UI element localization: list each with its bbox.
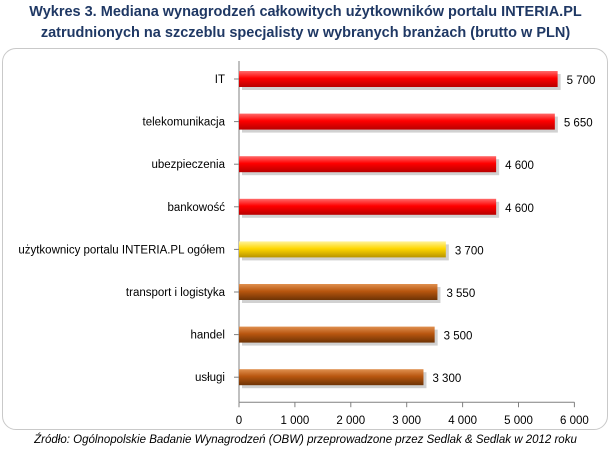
x-tick-label: 0 bbox=[236, 415, 242, 427]
chart-title-line-1: Wykres 3. Mediana wynagrodzeń całkowityc… bbox=[29, 4, 582, 20]
category-label: handel bbox=[190, 330, 225, 342]
category-label: usługi bbox=[195, 372, 225, 384]
x-tick-label: 3 000 bbox=[392, 415, 421, 427]
chart-title: Wykres 3. Mediana wynagrodzeń całkowityc… bbox=[0, 2, 611, 44]
bar bbox=[239, 198, 497, 215]
category-label: IT bbox=[215, 74, 225, 86]
value-label: 3 500 bbox=[444, 331, 473, 343]
value-label: 4 600 bbox=[505, 160, 534, 172]
source-note: Źródło: Ogólnopolskie Badanie Wynagrodze… bbox=[34, 434, 577, 446]
value-label: 3 700 bbox=[455, 245, 484, 257]
chart-title-line-2: zatrudnionych na szczeblu specjalisty w … bbox=[40, 25, 571, 41]
x-tick-label: 4 000 bbox=[448, 415, 477, 427]
category-label: bankowość bbox=[167, 202, 225, 214]
bar bbox=[239, 156, 497, 173]
category-label: użytkownicy portalu INTERIA.PL ogółem bbox=[18, 244, 225, 256]
x-tick-label: 6 000 bbox=[560, 415, 589, 427]
bar bbox=[239, 369, 424, 386]
value-label: 5 700 bbox=[567, 75, 596, 87]
x-tick-label: 5 000 bbox=[504, 415, 533, 427]
category-label: ubezpieczenia bbox=[151, 159, 225, 171]
value-label: 5 650 bbox=[564, 118, 593, 130]
value-label: 3 300 bbox=[432, 373, 461, 385]
value-label: 3 550 bbox=[446, 288, 475, 300]
x-tick-label: 2 000 bbox=[336, 415, 365, 427]
x-tick-label: 1 000 bbox=[281, 415, 310, 427]
category-label: transport i logistyka bbox=[126, 287, 226, 299]
bar bbox=[239, 284, 438, 300]
bar bbox=[239, 71, 558, 87]
category-label: telekomunikacja bbox=[143, 117, 226, 129]
bar bbox=[239, 241, 446, 258]
bar bbox=[239, 113, 555, 130]
chart-frame bbox=[2, 48, 608, 430]
value-label: 4 600 bbox=[505, 203, 534, 215]
bar bbox=[239, 326, 435, 343]
